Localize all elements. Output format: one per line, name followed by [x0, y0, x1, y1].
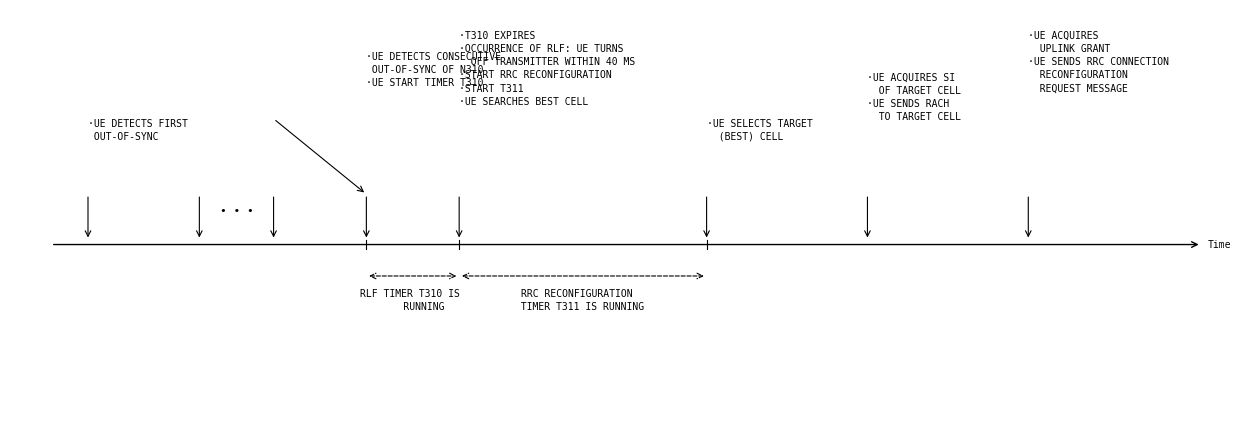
Text: • • •: • • •: [219, 206, 253, 216]
Text: ·UE DETECTS CONSECUTIVE
 OUT-OF-SYNC OF N310
·UE START TIMER T310: ·UE DETECTS CONSECUTIVE OUT-OF-SYNC OF N…: [366, 52, 501, 88]
Text: ·T310 EXPIRES
·OCCURRENCE OF RLF: UE TURNS
  OFF TRANSMITTER WITHIN 40 MS
·START: ·T310 EXPIRES ·OCCURRENCE OF RLF: UE TUR…: [459, 31, 635, 107]
Text: RRC RECONFIGURATION
  TIMER T311 IS RUNNING: RRC RECONFIGURATION TIMER T311 IS RUNNIN…: [510, 289, 645, 312]
Text: ·UE ACQUIRES SI
  OF TARGET CELL
·UE SENDS RACH
  TO TARGET CELL: ·UE ACQUIRES SI OF TARGET CELL ·UE SENDS…: [868, 73, 961, 122]
Text: RLF TIMER T310 IS
     RUNNING: RLF TIMER T310 IS RUNNING: [360, 289, 460, 312]
Text: ·UE SELECTS TARGET
  (BEST) CELL: ·UE SELECTS TARGET (BEST) CELL: [707, 119, 812, 142]
Text: ·UE DETECTS FIRST
 OUT-OF-SYNC: ·UE DETECTS FIRST OUT-OF-SYNC: [88, 119, 188, 142]
Text: ·UE ACQUIRES
  UPLINK GRANT
·UE SENDS RRC CONNECTION
  RECONFIGURATION
  REQUEST: ·UE ACQUIRES UPLINK GRANT ·UE SENDS RRC …: [1028, 31, 1169, 94]
Text: Time: Time: [1208, 240, 1231, 249]
